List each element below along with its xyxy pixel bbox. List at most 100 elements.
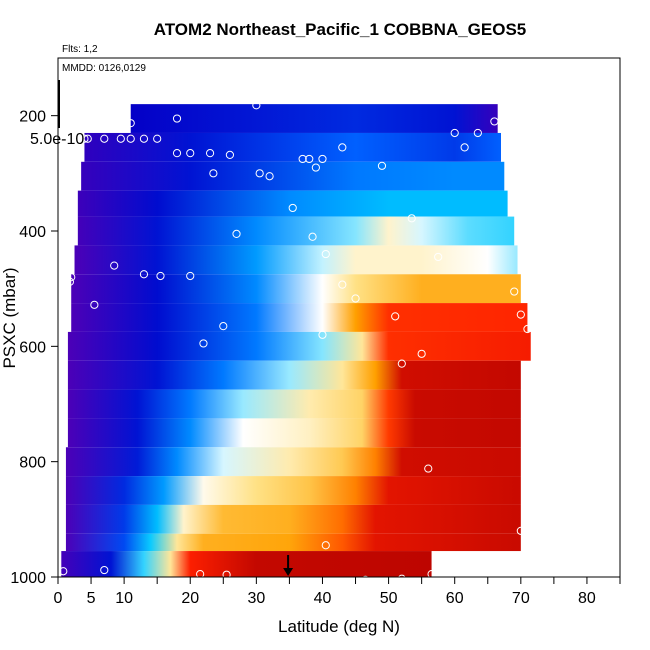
observation-point <box>172 149 182 158</box>
plot-frame <box>57 57 621 578</box>
observation-point <box>186 271 195 281</box>
heatmap-bands <box>61 104 531 577</box>
observation-point <box>116 134 125 143</box>
heatmap-band <box>65 476 521 505</box>
observation-point <box>80 134 89 143</box>
observation-point <box>321 249 330 259</box>
observation-point <box>308 232 317 241</box>
x-axis: 0 5 10 20 30 40 50 60 70 80 <box>54 577 621 607</box>
observation-point <box>424 464 433 473</box>
observation-point <box>153 134 162 143</box>
observation-point <box>100 134 109 143</box>
x-tick-label: 0 <box>54 590 63 607</box>
observation-point <box>186 149 195 158</box>
heatmap-band <box>61 551 432 577</box>
heatmap-band <box>67 389 521 419</box>
x-tick-label: 20 <box>181 590 199 607</box>
heatmap-band <box>130 104 498 133</box>
y-tick-label: 800 <box>19 455 46 472</box>
observation-point <box>351 294 360 303</box>
observation-point <box>391 312 400 321</box>
observation-point <box>510 287 519 296</box>
observation-point <box>473 128 482 138</box>
x-tick-label: 10 <box>115 590 133 607</box>
x-tick-label: 5 <box>87 590 96 607</box>
observation-point <box>232 229 241 238</box>
observation-point <box>377 161 387 170</box>
observation-point <box>209 169 218 178</box>
heatmap-band <box>65 504 521 534</box>
observation-point <box>427 570 436 579</box>
heatmap-band <box>65 447 521 477</box>
observation-point <box>288 203 297 213</box>
observation-point <box>225 150 235 159</box>
observation-point <box>321 541 330 550</box>
observation-point <box>450 128 459 138</box>
arrow-head <box>283 568 294 576</box>
observation-point <box>516 526 525 535</box>
x-tick-label: 30 <box>247 590 265 607</box>
heatmap-band <box>71 303 528 332</box>
observation-point <box>255 169 264 178</box>
observation-point <box>361 575 370 584</box>
x-tick-label: 70 <box>512 590 530 607</box>
y-tick-label: 400 <box>19 224 46 241</box>
chart-title: ATOM2 Northeast_Pacific_1 COBBNA_GEOS5 <box>154 20 527 39</box>
observation-point <box>205 149 215 158</box>
observation-point <box>90 300 99 309</box>
y-axis: 200 400 600 800 1000 <box>10 109 58 587</box>
heatmap-band <box>77 216 515 246</box>
y-tick-label: 1000 <box>10 570 46 587</box>
y-tick-label: 600 <box>19 339 46 356</box>
x-tick-label: 80 <box>578 590 596 607</box>
observation-point <box>338 280 347 289</box>
observation-point <box>407 214 416 223</box>
observation-point <box>219 322 228 331</box>
dates-label: MMDD: 0126,0129 <box>62 63 146 74</box>
location-arrow <box>283 555 294 576</box>
observation-points <box>59 101 532 584</box>
observation-point <box>490 117 499 126</box>
x-tick-label: 60 <box>446 590 464 607</box>
heatmap-band <box>74 245 518 275</box>
x-tick-label: 40 <box>314 590 332 607</box>
colorbar-label: 5.0e-10 <box>30 131 84 148</box>
x-tick-label: 50 <box>380 590 398 607</box>
observation-point <box>139 134 149 143</box>
heatmap-band <box>67 418 521 448</box>
observation-point <box>318 330 327 339</box>
heatmap-band <box>65 533 521 552</box>
observation-point <box>110 261 119 270</box>
observation-point <box>172 114 182 123</box>
observation-point <box>338 143 347 152</box>
observation-point <box>516 310 525 319</box>
observation-point <box>83 134 92 143</box>
heatmap-band <box>67 331 531 361</box>
observation-point <box>417 349 426 358</box>
observation-point <box>311 163 320 172</box>
observation-point <box>397 574 406 583</box>
observation-point <box>65 277 75 286</box>
observation-point <box>305 154 314 164</box>
y-tick-label: 200 <box>19 109 46 126</box>
observation-point <box>523 324 532 334</box>
observation-point <box>265 172 274 181</box>
observation-point <box>222 570 231 579</box>
heatmap-band <box>71 274 521 304</box>
observation-point <box>139 270 149 279</box>
observation-point <box>126 119 135 128</box>
observation-point <box>156 271 165 281</box>
heatmap-band <box>67 360 521 390</box>
y-axis-label: PSXC (mbar) <box>0 267 19 368</box>
observation-point <box>318 154 327 164</box>
x-axis-label: Latitude (deg N) <box>278 617 400 636</box>
observation-point <box>298 154 307 164</box>
observation-point <box>397 359 406 368</box>
observation-point <box>196 570 205 579</box>
observation-point <box>67 273 76 282</box>
observation-point <box>59 567 68 576</box>
observation-point <box>126 134 135 143</box>
heatmap-band <box>81 161 505 191</box>
observation-point <box>100 565 109 575</box>
